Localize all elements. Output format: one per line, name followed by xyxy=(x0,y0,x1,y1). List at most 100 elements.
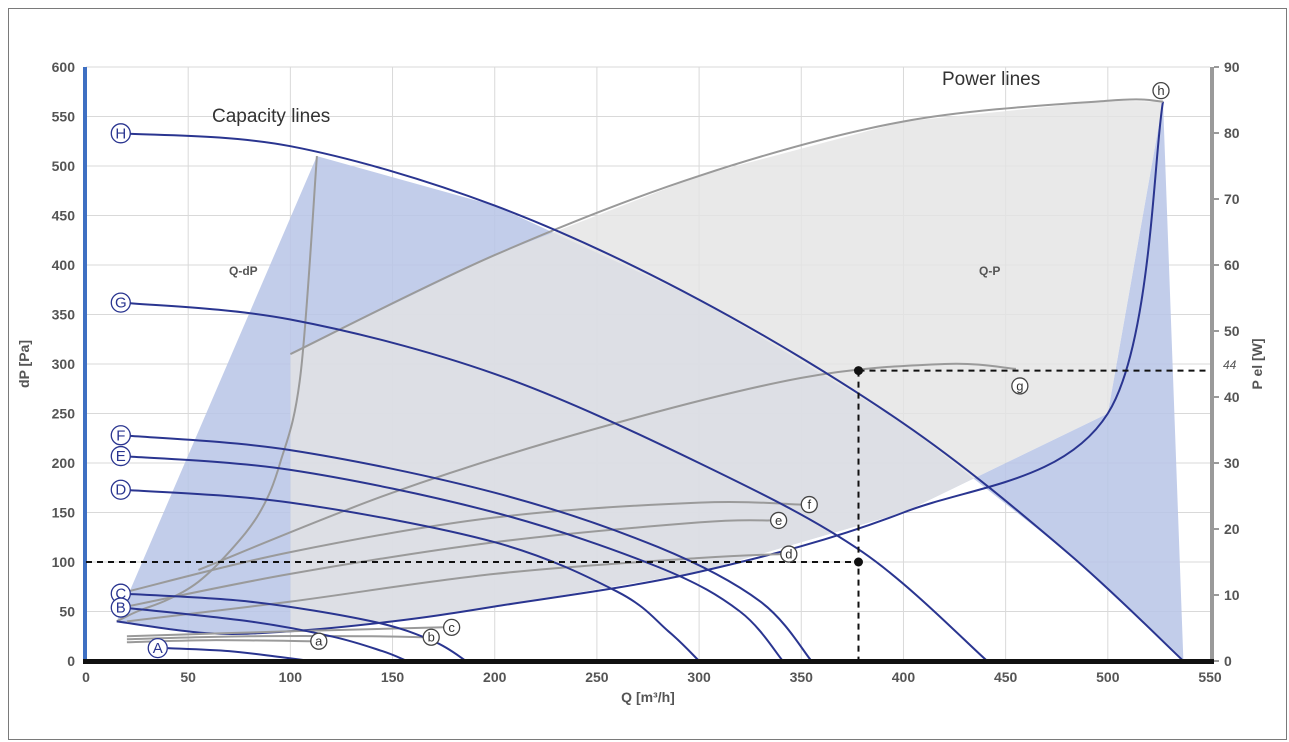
capacity-label-D-circle xyxy=(110,479,131,500)
power-label-g-circle xyxy=(1011,377,1029,395)
capacity-line-D xyxy=(122,488,700,661)
y-right-tick-label-8: 80 xyxy=(1224,125,1240,141)
power-label-f: f xyxy=(800,495,818,514)
capacity-label-F-text: F xyxy=(116,427,125,444)
region-qp-label: Q-P xyxy=(979,264,1000,278)
power-marker-value: 44 xyxy=(1223,358,1237,372)
x-tick-label-6: 300 xyxy=(687,669,711,685)
region-qdp-label: Q-dP xyxy=(229,264,258,278)
operating-point-guides xyxy=(86,366,1210,661)
y-right-tick-label-7: 70 xyxy=(1224,191,1240,207)
x-tick-label-10: 500 xyxy=(1096,669,1120,685)
capacity-label-D: D xyxy=(110,479,131,500)
power-line-a xyxy=(126,639,311,644)
capacity-label-B-circle xyxy=(110,597,131,618)
capacity-line-E xyxy=(122,455,784,661)
y-right-tick-label-3: 30 xyxy=(1224,455,1240,471)
x-tick-label-8: 400 xyxy=(892,669,916,685)
operating-point-dp xyxy=(853,557,863,567)
y-right-tick-label-5: 50 xyxy=(1224,323,1240,339)
x-tick-label-7: 350 xyxy=(790,669,814,685)
y-left-tick-label-3: 150 xyxy=(52,505,76,521)
y-left-tick-label-6: 300 xyxy=(52,356,76,372)
y-left-tick-label-5: 250 xyxy=(52,406,76,422)
y-left-tick-label-7: 350 xyxy=(52,307,76,323)
x-axis-bar xyxy=(83,659,1214,664)
capacity-line-H xyxy=(122,132,1185,661)
capacity-lines-label: Capacity lines xyxy=(212,106,330,127)
capacity-label-A-circle xyxy=(147,637,168,659)
x-tick-label-0: 0 xyxy=(82,669,90,685)
power-label-b: b xyxy=(422,628,440,646)
x-tick-label-5: 250 xyxy=(585,669,609,685)
capacity-lines xyxy=(122,132,1185,661)
y-right-tick-label-1: 10 xyxy=(1224,587,1240,603)
x-tick-label-11: 550 xyxy=(1198,669,1222,685)
power-label-h-text: h xyxy=(1157,83,1164,98)
y-left-tick-label-2: 100 xyxy=(52,554,76,570)
y-right-axis-bar xyxy=(1210,67,1214,661)
capacity-label-C-text: C xyxy=(115,586,126,603)
power-label-d-circle xyxy=(780,545,798,563)
y-left-tick-label-1: 50 xyxy=(59,604,75,620)
power-lines-label: Power lines xyxy=(942,69,1040,90)
series-labels: H G FED CB A a bc d e f g h xyxy=(110,82,1170,659)
power-label-h: h xyxy=(1152,82,1170,100)
capacity-label-H-text: H xyxy=(115,125,126,142)
capacity-label-E-text: E xyxy=(116,448,126,465)
power-line-g xyxy=(198,362,1016,571)
x-tick-label-2: 100 xyxy=(279,669,303,685)
capacity-line-G xyxy=(122,301,988,661)
power-line-c xyxy=(126,626,444,638)
capacity-label-G-circle xyxy=(110,292,131,313)
y-right-tick-label-0: 0 xyxy=(1224,653,1232,669)
power-label-h-circle xyxy=(1152,82,1170,100)
y-left-tick-label-11: 550 xyxy=(52,109,76,125)
power-label-e-text: e xyxy=(775,513,782,528)
power-label-b-circle xyxy=(422,628,440,646)
y-left-tick-label-8: 400 xyxy=(52,257,76,273)
capacity-label-G: G xyxy=(110,292,131,313)
capacity-label-A-text: A xyxy=(153,640,163,657)
y-left-axis-title: dP [Pa] xyxy=(16,340,32,388)
y-right-axis-title: P el [W] xyxy=(1249,338,1265,389)
capacity-label-C: C xyxy=(110,583,131,604)
capacity-label-E: E xyxy=(110,445,131,467)
power-label-a-circle xyxy=(310,632,328,650)
power-line-e xyxy=(126,519,771,608)
power-line-f xyxy=(126,500,802,593)
y-left-tick-label-12: 600 xyxy=(52,59,76,75)
chart-frame xyxy=(8,8,1287,740)
power-label-c-text: c xyxy=(448,620,455,635)
power-label-e-circle xyxy=(769,511,788,530)
capacity-label-B: B xyxy=(110,597,131,618)
power-line-d xyxy=(126,553,781,623)
power-line-b xyxy=(126,635,424,641)
power-label-g-text: g xyxy=(1016,378,1023,393)
capacity-label-E-circle xyxy=(110,445,131,467)
x-tick-label-9: 450 xyxy=(994,669,1018,685)
y-left-tick-label-0: 0 xyxy=(67,653,75,669)
x-tick-label-1: 50 xyxy=(180,669,196,685)
axes: 0 50 100 150 200 250 300 350 400 450 500 5500501001… xyxy=(52,59,1240,685)
capacity-label-A: A xyxy=(147,637,168,659)
power-label-b-text: b xyxy=(428,630,435,645)
power-label-c: c xyxy=(442,618,461,636)
power-label-d-text: d xyxy=(785,547,792,562)
y-right-tick-label-4: 40 xyxy=(1224,389,1240,405)
capacity-label-H-circle xyxy=(110,123,131,144)
capacity-label-H: H xyxy=(110,123,131,144)
y-right-tick-label-9: 90 xyxy=(1224,59,1240,75)
y-left-tick-label-4: 200 xyxy=(52,455,76,471)
y-left-tick-label-10: 500 xyxy=(52,158,76,174)
capacity-label-D-text: D xyxy=(115,482,126,499)
power-line-h xyxy=(289,98,1164,355)
power-label-a: a xyxy=(310,632,328,650)
capacity-label-F: F xyxy=(110,425,131,446)
power-label-c-circle xyxy=(442,618,461,636)
power-label-d: d xyxy=(780,545,798,563)
x-tick-label-3: 150 xyxy=(381,669,405,685)
power-label-a-text: a xyxy=(315,634,323,649)
power-label-f-text: f xyxy=(807,497,811,512)
